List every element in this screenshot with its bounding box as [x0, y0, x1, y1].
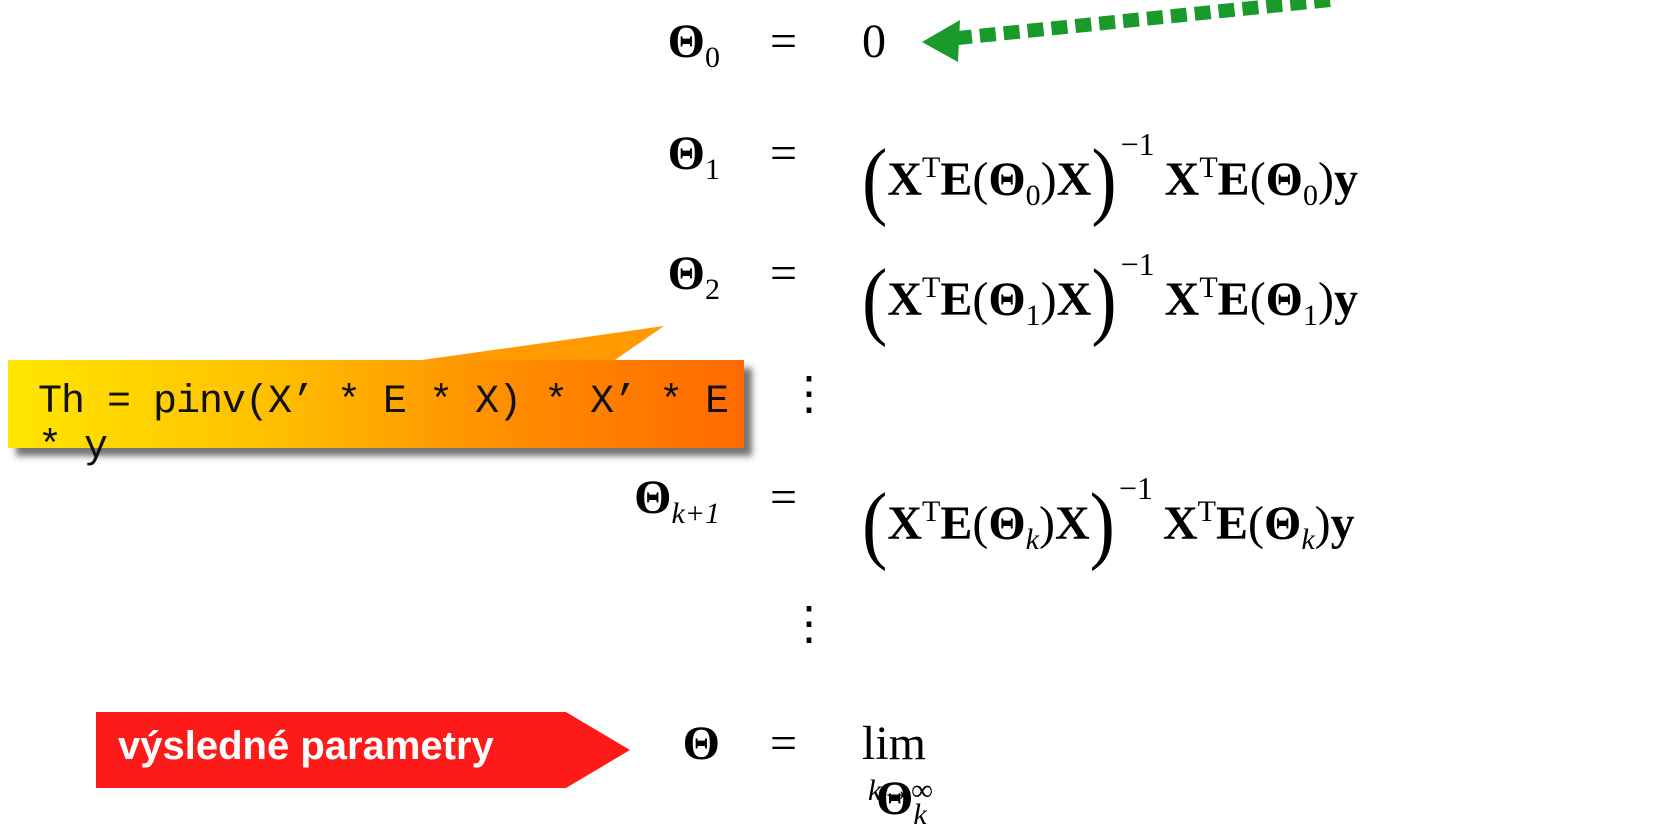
lhs-theta-k-plus-1: Θk+1 [634, 471, 720, 530]
lhs-theta-final: Θ [682, 717, 720, 770]
lhs-theta-2: Θ2 [667, 247, 720, 306]
equals-sign: = [770, 471, 798, 524]
green-dashed-arrow-line [957, 0, 1331, 45]
rhs-expression-1: (XTE(Θ0)X) −1XTE(Θ0)y [862, 126, 1358, 229]
rhs-expression-2: (XTE(Θ1)X) −1XTE(Θ1)y [862, 246, 1358, 349]
lhs-theta-0: Θ0 [667, 15, 720, 74]
equals-sign: = [770, 247, 798, 300]
result-label-text: výsledné parametry [118, 724, 494, 768]
vertical-ellipsis-2: ⋮ [786, 598, 832, 649]
equals-sign: = [770, 717, 798, 770]
limit-expression: lim Θk k→∞ [862, 717, 933, 831]
code-callout: Th = pinv(X’ * E * X) * X’ * E * y [8, 360, 744, 470]
vertical-ellipsis-1: ⋮ [786, 368, 832, 419]
rhs-zero: 0 [862, 15, 886, 68]
equals-sign: = [770, 15, 798, 68]
lim-text: lim [862, 717, 927, 770]
callout-pointer [408, 326, 664, 362]
result-label-arrow: výsledné parametry [96, 712, 630, 788]
equals-sign: = [770, 127, 798, 180]
rhs-expression-k: (XTE(Θk)X) −1XTE(Θk)y [862, 470, 1355, 573]
green-arrow-head [922, 20, 960, 62]
lim-subscript: k→∞ [868, 774, 933, 807]
callout-code-text: Th = pinv(X’ * E * X) * X’ * E * y [38, 380, 729, 470]
lhs-theta-1: Θ1 [667, 127, 720, 186]
